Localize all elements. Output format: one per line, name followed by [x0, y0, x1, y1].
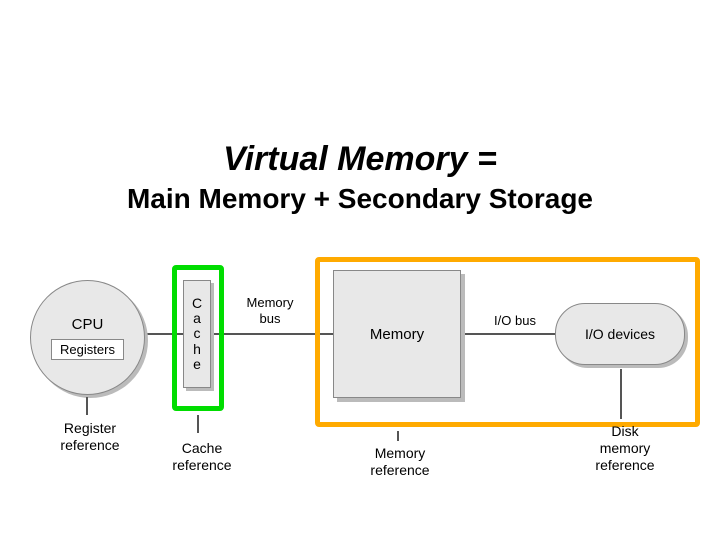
caption-connector [620, 369, 622, 419]
caption-connector [397, 431, 399, 441]
memory-reference-caption: Memory reference [360, 445, 440, 479]
memory-hierarchy-diagram: CPU Registers C a c h e Memory bus I/O b… [0, 245, 720, 485]
title-line-2: Main Memory + Secondary Storage [0, 183, 720, 215]
registers-box: Registers [51, 339, 124, 360]
register-reference-caption: Register reference [50, 420, 130, 454]
cache-highlight-box [172, 265, 224, 411]
memory-highlight-box [315, 257, 700, 427]
memory-bus-label: Memory bus [240, 295, 300, 326]
disk-reference-caption: Disk memory reference [585, 423, 665, 473]
cpu-node: CPU Registers [30, 280, 145, 395]
cache-reference-caption: Cache reference [162, 440, 242, 474]
title-line-1: Virtual Memory = [0, 140, 720, 179]
caption-connector [86, 397, 88, 415]
cpu-label: CPU [72, 316, 104, 333]
caption-connector [197, 415, 199, 433]
